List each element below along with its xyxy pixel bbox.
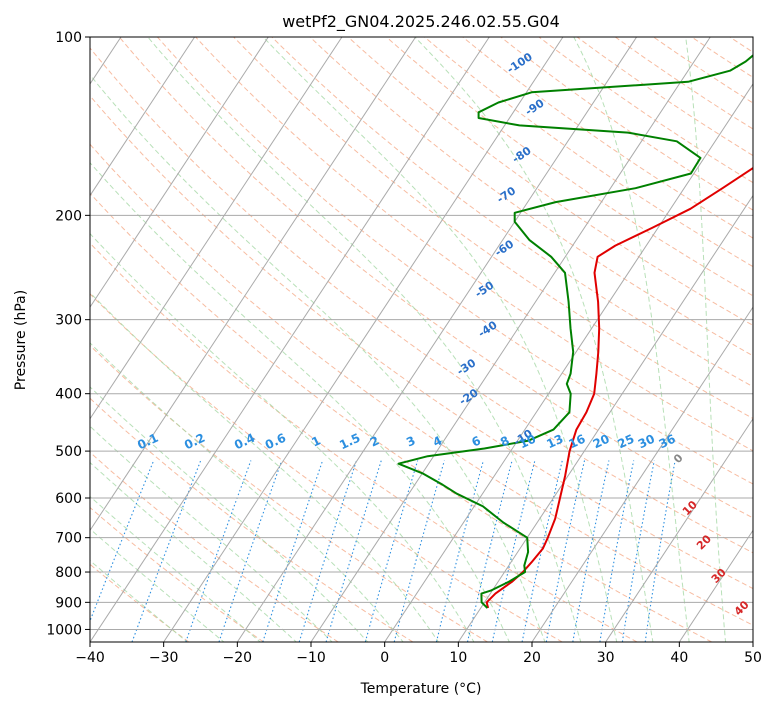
dry-adiabat-line xyxy=(90,143,753,626)
isotherm-line xyxy=(678,529,753,642)
isotherm-line xyxy=(90,37,490,642)
moist-adiabat-line xyxy=(90,291,440,642)
isotherm-line xyxy=(90,37,196,197)
dry-adiabat-line xyxy=(347,37,753,326)
mixing-ratio-label: 16 xyxy=(566,432,587,452)
dry-adiabat-line xyxy=(90,242,638,642)
y-tick-label: 200 xyxy=(55,208,82,224)
mixing-ratio-label: 10 xyxy=(517,432,538,452)
moist-adiabat-line xyxy=(90,74,546,642)
isotherm-line xyxy=(531,306,753,642)
moist-adiabat-line xyxy=(90,386,369,642)
mixing-ratio-line xyxy=(435,460,484,642)
isotherm-line xyxy=(605,417,753,642)
isotherm-line xyxy=(90,37,269,309)
moist-adiabat-line xyxy=(90,161,510,642)
y-axis-ticks: 100 200 300 400 500 600 700 800 900 1000 xyxy=(46,30,90,638)
dry-adiabat-line xyxy=(90,397,414,642)
mixing-ratio-label: 25 xyxy=(615,432,636,452)
moist-adiabat-line xyxy=(90,528,225,642)
mixing-ratio-line xyxy=(644,460,676,642)
dry-adiabat-line xyxy=(386,37,753,297)
isotherm-line xyxy=(90,37,417,532)
x-tick-label: 50 xyxy=(744,650,762,666)
y-tick-label: 800 xyxy=(55,565,82,581)
y-tick-label: 1000 xyxy=(46,622,82,638)
x-tick-label: 40 xyxy=(670,650,688,666)
x-tick-label: 20 xyxy=(523,650,541,666)
x-tick-label: −20 xyxy=(223,650,253,666)
dry-adiabat-line xyxy=(90,95,753,590)
mixing-ratio-line xyxy=(393,460,445,642)
moist-adiabat-line xyxy=(90,342,404,642)
mixing-ratio-line xyxy=(621,460,655,642)
moist-adiabat-line xyxy=(90,461,298,642)
y-tick-label: 300 xyxy=(55,313,82,329)
isotherm-line xyxy=(163,37,564,642)
dry-adiabat-line xyxy=(271,37,753,388)
mixing-ratio-line xyxy=(131,460,202,642)
mixing-ratio-label: 30 xyxy=(636,432,657,452)
mixing-ratio-line xyxy=(90,460,155,623)
dry-adiabat-line xyxy=(538,37,753,184)
x-tick-label: 10 xyxy=(449,650,467,666)
chart-title: wetPf2_GN04.2025.246.02.55.G04 xyxy=(282,12,560,32)
moist-adiabat-line xyxy=(90,232,475,642)
moist-adiabat-line xyxy=(90,495,261,642)
dry-adiabat-line xyxy=(90,293,563,642)
mixing-ratio-line xyxy=(491,460,536,642)
moist-adiabat-line xyxy=(573,37,690,642)
mixing-ratio-line xyxy=(572,460,610,642)
isotherm-line xyxy=(310,37,711,642)
dry-adiabat-line xyxy=(195,37,753,452)
x-tick-label: 0 xyxy=(380,650,389,666)
y-tick-label: 400 xyxy=(55,387,82,403)
y-tick-label: 700 xyxy=(55,531,82,547)
dry-adiabat-line xyxy=(90,47,753,554)
isotherm-line xyxy=(236,37,638,642)
mixing-ratio-label: 13 xyxy=(544,432,565,452)
moist-adiabat-line xyxy=(262,37,618,642)
mixing-ratio-line xyxy=(545,460,586,642)
y-axis-label: Pressure (hPa) xyxy=(13,290,29,390)
x-tick-label: 30 xyxy=(597,650,615,666)
moist-adiabat-line xyxy=(90,425,333,642)
dewpoint-line xyxy=(397,54,753,609)
mixing-ratio-line xyxy=(218,460,283,642)
dry-adiabat-line xyxy=(576,37,753,157)
moist-adiabat-line xyxy=(685,37,727,642)
mixing-ratio-label: 20 xyxy=(591,432,612,452)
isotherm-line xyxy=(384,83,753,642)
mixing-ratio-label: 36 xyxy=(657,432,678,452)
x-axis-label: Temperature (°C) xyxy=(360,681,482,697)
y-tick-label: 500 xyxy=(55,444,82,460)
x-tick-label: −10 xyxy=(296,650,326,666)
y-tick-label: 100 xyxy=(55,30,82,46)
dry-adiabat-line xyxy=(424,37,753,268)
moist-adiabat-line xyxy=(414,37,654,642)
mixing-ratio-line xyxy=(185,460,252,642)
temperature-line xyxy=(485,166,753,609)
mixing-ratio-line xyxy=(599,460,635,642)
y-tick-label: 600 xyxy=(55,491,82,507)
moist-adiabat-line xyxy=(147,37,582,642)
isotherm-line xyxy=(457,194,753,642)
x-axis-ticks: −40 −30 −20 −10 0 10 20 30 40 50 xyxy=(75,642,762,666)
plot-frame xyxy=(89,36,754,643)
isotherm-line xyxy=(90,37,343,420)
moist-adiabat-line xyxy=(90,559,189,642)
background-lines xyxy=(90,37,753,642)
profile-lines xyxy=(397,54,753,609)
dry-adiabat-line xyxy=(462,37,753,239)
mixing-ratio-line xyxy=(466,460,513,642)
x-tick-label: −40 xyxy=(75,650,105,666)
y-tick-label: 900 xyxy=(55,595,82,611)
x-tick-label: −30 xyxy=(149,650,179,666)
mixing-ratio-line xyxy=(364,460,419,642)
